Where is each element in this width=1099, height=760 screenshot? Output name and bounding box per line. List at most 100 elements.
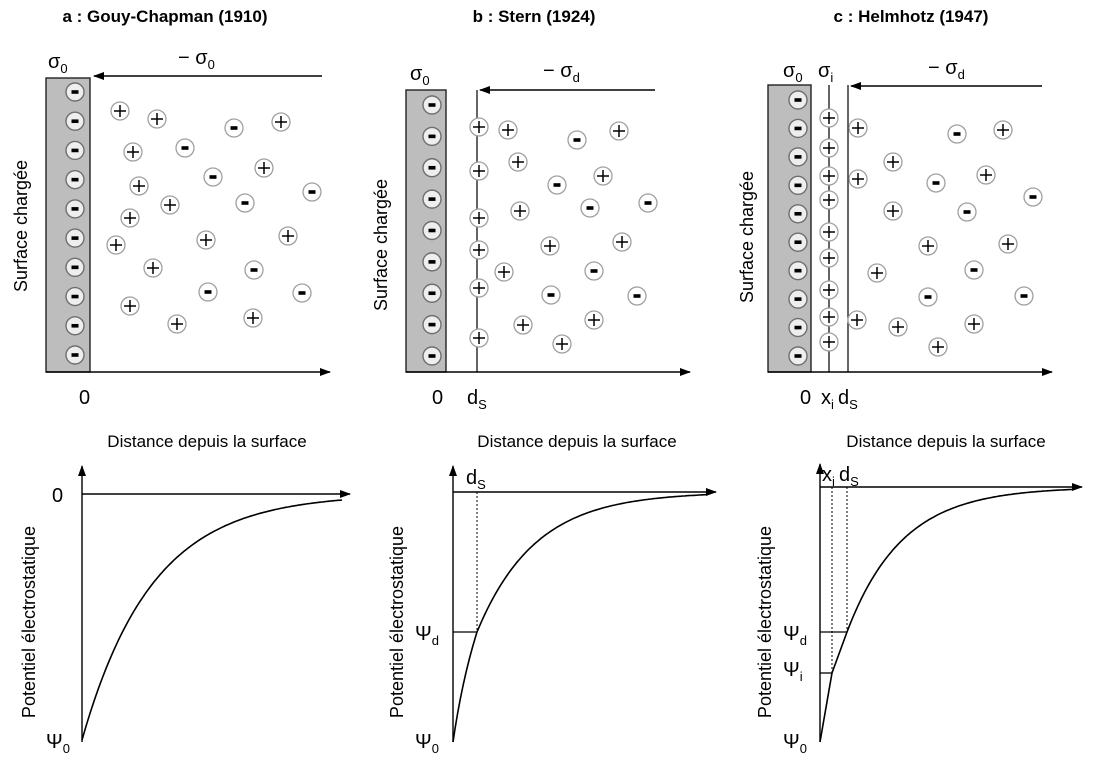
- subscript: d: [573, 70, 580, 85]
- anion-icon: [65, 286, 85, 307]
- minus-sign: [1020, 294, 1028, 298]
- minus-sign: [644, 201, 652, 205]
- anion-icon: [1014, 286, 1034, 306]
- anion-icon: [947, 124, 967, 144]
- cation-icon: [120, 208, 140, 228]
- cation-icon: [129, 176, 149, 196]
- cation-icon: [819, 332, 839, 352]
- anion-icon: [541, 285, 561, 305]
- minus-sign: [428, 103, 436, 107]
- minus-sign: [71, 90, 79, 94]
- minus-sign: [71, 148, 79, 153]
- potential-curve: [81, 499, 343, 741]
- minus-sign: [794, 155, 802, 159]
- cation-icon: [540, 236, 560, 256]
- anion-icon: [292, 283, 312, 303]
- subscript: 0: [60, 61, 67, 76]
- minus-sign: [428, 228, 436, 233]
- distance-label: Distance depuis la surface: [477, 432, 676, 451]
- minus-sign: [970, 268, 978, 272]
- minus-sign: [963, 210, 971, 214]
- subscript: d: [432, 633, 439, 648]
- minus-sign: [794, 297, 802, 301]
- symbol: Ψ: [415, 731, 432, 753]
- anion-icon: [422, 189, 442, 209]
- anion-icon: [788, 90, 808, 110]
- cation-icon: [993, 120, 1013, 140]
- cation-icon: [271, 112, 291, 132]
- psi-0-label: Ψ0: [415, 731, 439, 756]
- panel-title: a : Gouy-Chapman (1910): [63, 7, 268, 26]
- origin-label: 0: [800, 387, 811, 409]
- symbol: Ψ: [783, 731, 800, 753]
- cation-icon: [883, 152, 903, 172]
- subscript: 0: [800, 741, 807, 756]
- anion-icon: [65, 111, 85, 131]
- anion-icon: [788, 289, 808, 309]
- subscript: 0: [422, 73, 429, 88]
- stern-distance-label: dS: [838, 387, 858, 412]
- symbol: d: [838, 387, 849, 409]
- minus-sign: [308, 190, 316, 194]
- cation-icon: [848, 118, 868, 138]
- anion-icon: [65, 140, 85, 161]
- panel-gouy-chapman: a : Gouy-Chapman (1910) σ0 − σ0 0 Surfac…: [11, 7, 351, 756]
- symbol: Ψ: [46, 731, 63, 753]
- minus-sign: [428, 260, 436, 264]
- cation-icon: [167, 314, 187, 334]
- anion-icon: [1023, 187, 1043, 207]
- symbol: d: [466, 467, 477, 489]
- cation-icon: [552, 334, 572, 354]
- anion-icon: [422, 95, 442, 115]
- potential-label: Potentiel électrostatique: [387, 526, 407, 718]
- anion-icon: [788, 204, 808, 224]
- anion-icon: [422, 283, 442, 303]
- minus-sign: [230, 126, 238, 130]
- subscript: S: [850, 474, 859, 489]
- minus-sign: [428, 197, 436, 201]
- minus-sign: [794, 211, 802, 216]
- minus-sign: [71, 294, 79, 299]
- cation-icon: [998, 234, 1018, 254]
- psi-d-label: Ψd: [783, 623, 807, 648]
- anion-icon: [65, 82, 85, 102]
- minus-sign: [71, 119, 79, 124]
- psi-0-label: Ψ0: [46, 731, 70, 756]
- minus-sign: [71, 265, 79, 270]
- anion-icon: [422, 314, 442, 335]
- stern-distance-label: dS: [467, 387, 487, 412]
- anion-icon: [584, 261, 604, 281]
- anion-icon: [627, 286, 647, 306]
- cation-icon: [469, 328, 489, 348]
- anion-icon: [638, 193, 658, 213]
- symbol: d: [839, 464, 850, 486]
- anion-icon: [65, 199, 85, 219]
- cation-icon: [867, 263, 887, 283]
- surface-label: Surface chargée: [371, 179, 391, 311]
- minus-sign: [573, 138, 581, 142]
- cation-icon: [918, 236, 938, 256]
- anion-icon: [175, 138, 195, 158]
- minus-sign: [181, 146, 189, 150]
- cation-icon: [819, 138, 839, 158]
- minus-sign: [71, 353, 79, 357]
- diffuse-charge-label: − σd: [928, 57, 965, 82]
- minus-sign: [428, 291, 436, 296]
- inner-distance-label: xi: [822, 464, 835, 489]
- anion-icon: [65, 257, 85, 278]
- anion-icon: [788, 317, 808, 338]
- cation-icon: [819, 248, 839, 268]
- cation-icon: [469, 117, 489, 137]
- anion-icon: [244, 260, 264, 280]
- stern-distance-label: dS: [466, 467, 486, 492]
- panel-title: b : Stern (1924): [473, 7, 596, 26]
- minus-sign: [428, 165, 436, 170]
- cation-icon: [254, 158, 274, 178]
- minus-sign: [553, 183, 561, 187]
- diffuse-charge-label: − σ0: [178, 47, 215, 72]
- potential-label: Potentiel électrostatique: [19, 526, 39, 718]
- subscript: S: [849, 397, 858, 412]
- symbol: x: [821, 387, 831, 409]
- minus-sign: [1029, 195, 1037, 199]
- cation-icon: [819, 280, 839, 300]
